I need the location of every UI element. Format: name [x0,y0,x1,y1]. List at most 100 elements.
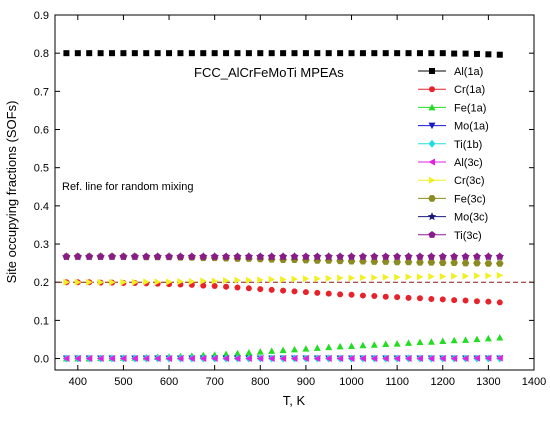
data-point-cr3c [131,278,139,286]
data-point-cr1a [416,295,423,302]
data-point-ti3c [222,252,230,260]
data-point-cr1a [405,294,412,301]
data-point-ti3c [302,252,310,260]
data-point-al3c [393,355,401,363]
data-point-cr1a [348,291,355,298]
data-point-al3c [97,355,104,363]
data-point-cr3c [291,275,298,283]
series-cr3c [63,271,504,286]
data-point-al1a [314,50,321,57]
data-point-cr3c [496,271,504,279]
data-point-ti3c [119,252,128,260]
data-point-cr3c [405,273,413,281]
x-tick-label: 1100 [385,376,409,388]
y-tick-label: 0.0 [34,354,49,366]
data-point-ti3c [165,252,173,260]
data-point-ti3c [370,252,378,260]
y-tick-label: 0.7 [34,86,49,98]
data-point-ti3c [108,252,116,260]
y-tick-label: 0.6 [34,125,49,137]
data-point-cr3c [74,278,82,286]
data-point-fe1a [484,334,492,342]
data-point-fe3c [404,258,413,266]
data-point-ti3c [279,252,287,260]
data-point-al3c [245,355,252,363]
data-point-al3c [439,355,446,363]
data-point-fe1a [450,336,458,344]
data-point-fe3c [484,260,493,267]
data-point-al3c [154,355,161,363]
data-point-fe1a [256,348,264,355]
data-point-cr3c [439,272,447,280]
data-point-cr1a [291,288,298,295]
data-point-al3c [176,355,184,363]
legend-label-cr1a: Cr(1a) [454,84,485,96]
data-point-fe1a [291,345,298,353]
data-point-ti3c [416,252,424,260]
data-point-al3c [370,355,378,363]
data-point-al3c [359,355,366,363]
legend-marker-al1a [429,68,435,74]
data-point-al1a [325,50,332,57]
data-point-ti3c [325,252,333,260]
data-point-cr3c [302,275,310,283]
data-point-al1a [348,50,355,57]
data-point-al3c [211,355,218,363]
data-point-ti3c [131,252,139,260]
legend-marker-mo3c [427,212,437,221]
data-point-fe1a [245,348,253,356]
data-point-cr1a [223,283,230,290]
legend-label-mo3c: Mo(3c) [454,212,488,224]
data-point-fe1a [325,343,333,351]
data-point-ti3c [404,252,413,260]
data-point-cr3c [416,273,424,281]
data-point-ti3c [313,252,321,260]
x-tick-label: 1400 [522,376,546,388]
data-point-al1a [120,50,127,57]
legend-marker-cr3c [429,176,436,184]
legend-label-fe1a: Fe(1a) [454,102,486,114]
data-point-ti3c [199,252,207,260]
data-point-fe1a [462,336,470,343]
data-point-fe3c [495,260,504,267]
data-point-al3c [496,354,503,362]
data-point-ti3c [290,252,299,260]
data-point-fe1a [473,335,481,343]
data-point-fe1a [348,342,356,349]
legend-label-al1a: Al(1a) [454,66,483,78]
data-point-al3c [291,355,298,363]
data-point-al1a [337,50,344,57]
data-point-fe1a [382,340,390,348]
data-point-al3c [165,355,173,363]
data-point-ti3c [359,252,367,260]
legend-marker-cr1a [429,86,435,93]
data-point-cr1a [268,286,275,293]
data-point-cr1a [359,292,366,299]
data-point-fe1a [268,347,276,354]
data-point-cr1a [382,293,389,300]
data-point-cr3c [325,274,333,282]
data-point-al3c [131,355,138,363]
data-point-al3c [108,355,116,363]
data-point-al1a [371,50,378,57]
data-point-cr3c [234,276,241,284]
data-point-al1a [257,50,264,57]
reference-line-label: Ref. line for random mixing [62,181,193,193]
data-point-cr1a [314,289,321,296]
data-point-ti3c [427,252,435,260]
series-al1a [63,50,503,58]
data-point-cr3c [451,272,458,280]
data-point-al3c [256,355,264,363]
x-tick-label: 1200 [431,376,455,388]
data-point-al1a [188,50,195,57]
data-point-ti3c [336,252,344,260]
x-tick-label: 1300 [476,376,500,388]
data-point-ti3c [97,252,105,260]
data-point-cr1a [257,286,264,293]
data-point-al1a [74,50,81,57]
data-point-fe1a [416,338,424,346]
data-point-cr1a [325,290,332,297]
data-point-al1a [428,50,435,57]
data-point-fe3c [450,259,458,267]
